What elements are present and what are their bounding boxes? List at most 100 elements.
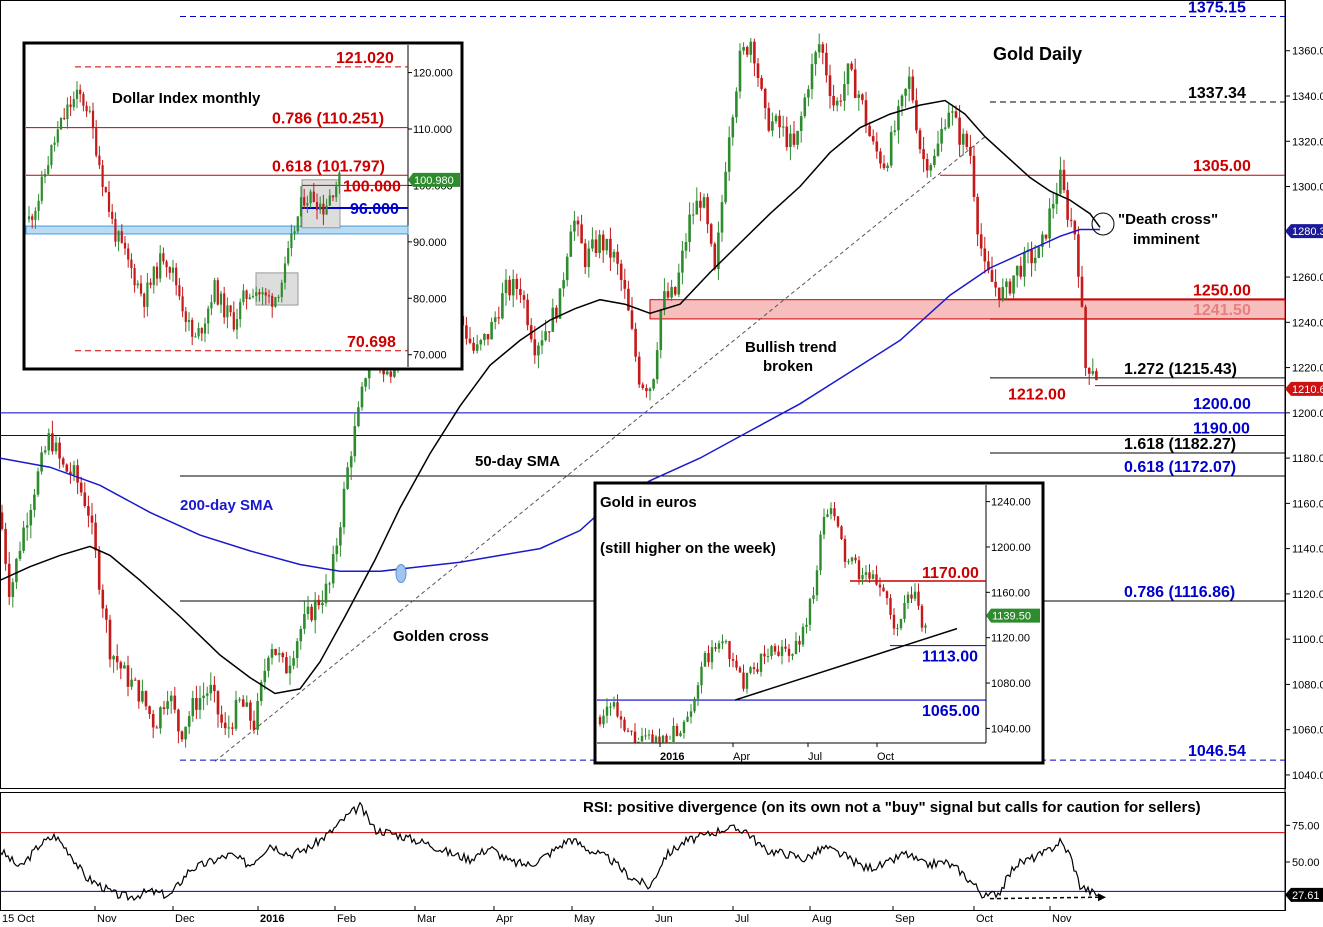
dxy-candle-body: [210, 302, 213, 309]
candle-body: [51, 433, 54, 452]
candle-body: [879, 151, 882, 164]
candle-body: [198, 698, 202, 710]
eur-tick-label: 1200.00: [991, 542, 1031, 554]
candle-body: [886, 165, 889, 169]
dxy-candle-body: [328, 195, 331, 206]
candle-body: [1005, 281, 1008, 288]
candle-body: [817, 44, 821, 53]
eur-candle-body: [787, 648, 791, 656]
candle-body: [565, 256, 569, 281]
dxy-candle-body: [207, 308, 210, 324]
eur-candle-body: [791, 653, 794, 656]
x-tick-label: Nov: [97, 913, 117, 925]
dxy-candle-body: [226, 305, 229, 318]
dxy-candle-body: [277, 296, 280, 298]
level-label: 1.618 (1182.27): [1124, 436, 1236, 453]
dxy-candle-body: [31, 216, 34, 220]
eur-candle-body: [801, 626, 805, 645]
candle-body: [274, 649, 277, 655]
candle-body: [389, 371, 393, 377]
candle-body: [1008, 281, 1012, 294]
dxy-candle-body: [290, 233, 293, 249]
candle-body: [162, 707, 166, 709]
dxy-candle-body: [216, 280, 219, 305]
candle-body: [562, 280, 565, 289]
eur-candle-body: [854, 557, 857, 561]
eur-tick-label: 1120.00: [991, 633, 1030, 645]
eur-current-bg: [986, 608, 1040, 623]
dxy-candle-body: [283, 263, 287, 283]
candle-body: [112, 656, 115, 660]
candle-body: [270, 649, 274, 658]
eur-candle-body: [773, 646, 777, 652]
rsi-title: RSI: positive divergence (on its own not…: [583, 799, 1201, 816]
candle-body: [101, 589, 105, 609]
dxy-candle-body: [239, 302, 242, 320]
dxy-candle-body: [319, 203, 322, 210]
candle-body: [533, 339, 537, 356]
candle-body: [569, 231, 573, 257]
dxy-candle-body: [95, 128, 98, 156]
dxy-candle-body: [203, 323, 207, 334]
eur-candle-body: [896, 628, 899, 630]
dxy-candle-body: [79, 89, 82, 95]
candle-body: [846, 63, 850, 85]
candle-body: [990, 270, 994, 282]
level-label: 1190.00: [1193, 420, 1250, 437]
dxy-current-value: 100.980: [414, 175, 454, 187]
dxy-candle-body: [309, 191, 312, 204]
eur-candle-body: [728, 641, 731, 660]
eur-candle-body: [868, 572, 871, 579]
dxy-inset-frame: [22, 41, 464, 371]
eur-inset-frame: [593, 481, 1045, 765]
eur-candle-body: [742, 672, 745, 689]
candle-body: [547, 331, 551, 333]
rsi-divergence-arrow: [989, 896, 1101, 900]
candle-body: [929, 165, 933, 171]
candle-body: [216, 691, 220, 715]
candle-body: [15, 558, 18, 583]
candle-body: [249, 702, 252, 721]
candle-body: [1069, 219, 1073, 221]
dxy-candle-body: [251, 295, 255, 298]
eur-candle-body: [822, 516, 826, 535]
eur-tick-label: 1080.00: [991, 678, 1031, 690]
dxy-support-band: [25, 225, 409, 235]
eur-candle-body: [696, 685, 700, 699]
candle-body: [245, 702, 249, 707]
candle-body: [652, 379, 655, 389]
candle-body: [789, 133, 792, 148]
death-cross-marker: [1091, 212, 1115, 236]
candle-body: [648, 388, 652, 392]
eur-candle-body: [766, 656, 770, 658]
dxy-level-label: 121.020: [336, 50, 394, 67]
candle-body: [40, 452, 43, 472]
eur-candle-body: [721, 641, 724, 644]
candle-body: [749, 41, 753, 55]
candle-body: [151, 714, 155, 728]
sma200-label: 200-day SMA: [180, 497, 274, 514]
eur-candle-body: [899, 619, 903, 629]
level-label: 0.618 (1172.07): [1124, 459, 1236, 476]
candle-body: [1001, 287, 1005, 300]
candle-body: [306, 606, 310, 615]
candle-body: [605, 238, 609, 251]
candle-body: [1066, 190, 1069, 220]
candle-body: [684, 242, 688, 251]
candle-body: [317, 599, 321, 606]
candle-body: [965, 133, 969, 147]
eur-candle-body: [913, 591, 917, 599]
eur-candle-body: [707, 653, 710, 663]
dxy-candle-body: [123, 242, 127, 249]
x-tick-label: May: [574, 913, 595, 925]
dxy-candle-body: [40, 176, 43, 201]
candle-body: [623, 280, 627, 289]
eur-candle-body: [700, 666, 703, 686]
level-label: 1375.15: [1188, 0, 1246, 16]
rsi-arrow-head: [1098, 893, 1106, 902]
candle-body: [598, 234, 601, 254]
candle-body: [90, 515, 94, 523]
eur-candle-body: [661, 735, 665, 743]
eur-candle-body: [612, 702, 616, 707]
candle-body: [493, 317, 497, 322]
